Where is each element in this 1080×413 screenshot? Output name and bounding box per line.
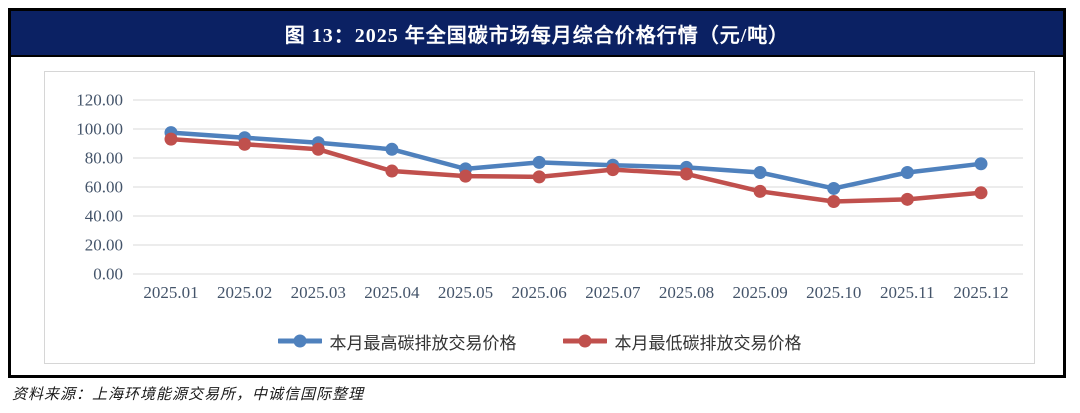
data-point [827,195,841,208]
x-tick-label: 2025.09 [732,283,787,302]
data-point [753,184,767,198]
data-point [753,166,767,179]
data-point [900,192,914,206]
legend-marker-icon [277,334,322,348]
data-point [311,142,325,156]
legend-marker-icon [562,334,607,348]
legend-dot [293,334,306,348]
figure-body: 0.00 20.00 40.00 60.00 80.00 100.00 120.00 2025… [11,57,1063,372]
y-tick-label: 120.00 [76,91,123,110]
source-note: 资料来源：上海环境能源交易所，中诚信国际整理 [12,387,365,403]
data-point [385,164,399,178]
chart-legend: 本月最高碳排放交易价格 本月最低碳排放交易价格 [45,322,1034,360]
legend-label: 本月最低碳排放交易价格 [614,333,802,353]
x-tick-label: 2025.01 [143,283,198,302]
data-point [606,163,620,177]
y-tick-label: 60.00 [85,178,123,197]
data-point [532,170,546,184]
data-point [164,132,178,146]
x-tick-label: 2025.03 [291,283,346,302]
data-point [459,169,473,183]
data-point [827,181,841,195]
data-point [974,186,988,200]
figure-title: 图 13：2025 年全国碳市场每月综合价格行情（元/吨） [11,11,1063,57]
series-line-0 [168,130,984,191]
x-tick-label: 2025.04 [364,283,420,302]
legend-item-0: 本月最高碳排放交易价格 [277,329,517,354]
x-tick-label: 2025.08 [659,283,714,302]
series-line-1 [168,136,984,204]
y-tick-label: 20.00 [85,236,123,255]
x-tick-label: 2025.10 [806,283,861,302]
data-point [532,155,546,169]
y-tick-label: 0.00 [93,265,123,284]
x-tick-label: 2025.12 [953,283,1008,302]
y-tick-label: 80.00 [85,149,123,168]
data-point [900,166,914,179]
data-point [238,137,252,151]
legend-item-1: 本月最低碳排放交易价格 [562,329,802,354]
x-tick-label: 2025.05 [438,283,493,302]
x-tick-label: 2025.06 [512,283,567,302]
data-point [974,157,988,171]
legend-label: 本月最高碳排放交易价格 [329,333,517,353]
y-tick-label: 100.00 [76,120,123,139]
data-point [679,167,693,181]
figure-panel: 图 13：2025 年全国碳市场每月综合价格行情（元/吨） 0.00 20.00 4… [8,8,1066,378]
x-tick-label: 2025.07 [585,283,641,302]
chart-container: 0.00 20.00 40.00 60.00 80.00 100.00 120.00 2025… [44,71,1035,364]
x-tick-label: 2025.02 [217,283,272,302]
x-tick-label: 2025.11 [880,283,935,302]
y-tick-label: 40.00 [85,207,123,226]
data-point [385,142,399,156]
price-line-chart: 0.00 20.00 40.00 60.00 80.00 100.00 120.00 2025… [76,91,1023,302]
legend-dot [578,334,591,348]
